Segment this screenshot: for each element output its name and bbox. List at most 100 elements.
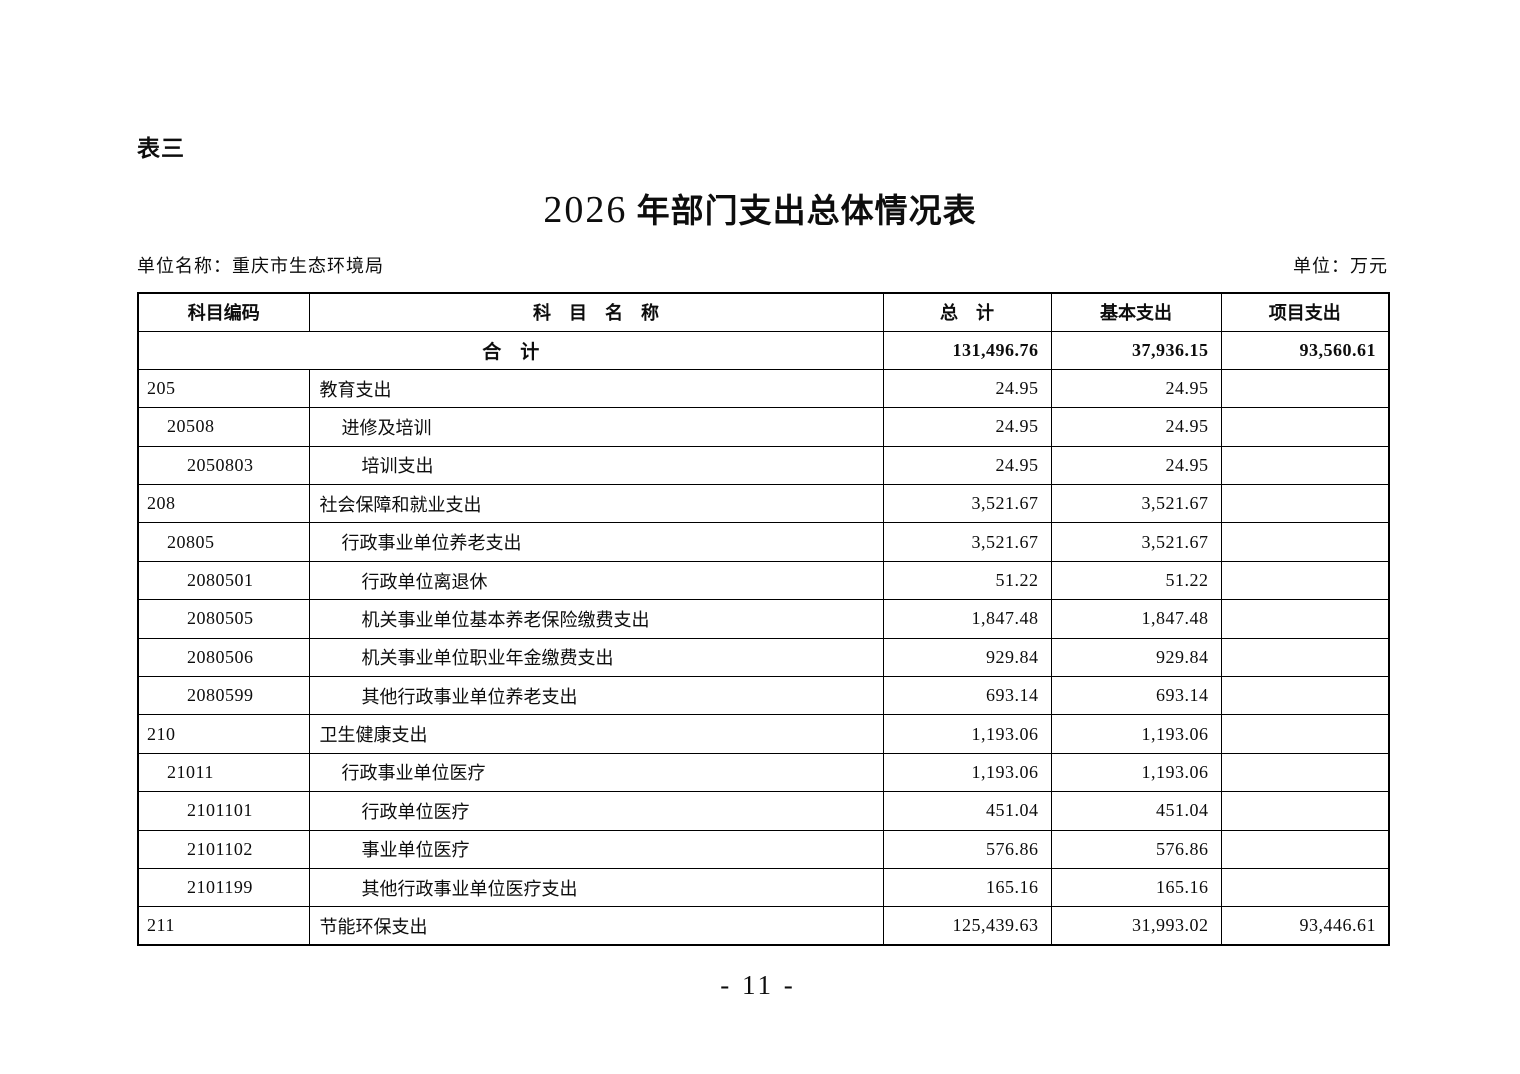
total-value-cell: 1,193.06 [882, 752, 1052, 793]
table-row: 21011 行政事业单位医疗 1,193.06 1,193.06 [137, 752, 1390, 793]
basic-value-cell: 3,521.67 [1050, 484, 1222, 524]
total-value-cell: 51.22 [882, 560, 1052, 601]
basic-value-cell: 451.04 [1050, 791, 1222, 831]
header-subject-code: 科目编码 [137, 292, 310, 332]
subject-code-cell: 2080501 [137, 560, 310, 601]
project-value-cell [1220, 522, 1390, 562]
project-value-cell [1220, 445, 1390, 486]
table-row: 20805 行政事业单位养老支出 3,521.67 3,521.67 [137, 522, 1390, 562]
subject-code-cell: 20805 [137, 522, 310, 562]
total-value-cell: 1,193.06 [882, 714, 1052, 754]
basic-value-cell: 929.84 [1050, 637, 1222, 678]
subject-name-cell: 其他行政事业单位养老支出 [308, 676, 884, 716]
basic-value-cell: 1,193.06 [1050, 714, 1222, 754]
subject-name-cell: 行政单位医疗 [308, 791, 884, 831]
subject-name-cell: 其他行政事业单位医疗支出 [308, 867, 884, 908]
table-row: 20508 进修及培训 24.95 24.95 [137, 407, 1390, 447]
total-value-cell: 3,521.67 [882, 484, 1052, 524]
table-row: 2080599 其他行政事业单位养老支出 693.14 693.14 [137, 676, 1390, 716]
subject-name-cell: 行政事业单位养老支出 [308, 522, 884, 562]
table-row: 205 教育支出 24.95 24.95 [137, 368, 1390, 409]
table-row: 2101102 事业单位医疗 576.86 576.86 [137, 829, 1390, 869]
total-value-cell: 693.14 [882, 676, 1052, 716]
grand-total-value: 131,496.76 [882, 330, 1052, 370]
unit-of-measure-label: 单位：万元 [1293, 256, 1388, 276]
basic-value-cell: 24.95 [1050, 368, 1222, 409]
subject-code-cell: 2080599 [137, 676, 310, 716]
title-text: 年部门支出总体情况表 [627, 194, 977, 230]
basic-value-cell: 24.95 [1050, 407, 1222, 447]
subject-name-cell: 事业单位医疗 [308, 829, 884, 869]
table-row: 208 社会保障和就业支出 3,521.67 3,521.67 [137, 484, 1390, 524]
table-row: 210 卫生健康支出 1,193.06 1,193.06 [137, 714, 1390, 754]
table-row: 2101101 行政单位医疗 451.04 451.04 [137, 791, 1390, 831]
table-row: 2101199 其他行政事业单位医疗支出 165.16 165.16 [137, 867, 1390, 908]
total-value-cell: 576.86 [882, 829, 1052, 869]
total-value-cell: 3,521.67 [882, 522, 1052, 562]
total-value-cell: 125,439.63 [882, 906, 1052, 946]
table-header-row: 科目编码 科 目 名 称 总 计 基本支出 项目支出 [137, 292, 1390, 332]
project-value-cell [1220, 829, 1390, 869]
subject-code-cell: 208 [137, 484, 310, 524]
subject-name-cell: 进修及培训 [308, 407, 884, 447]
project-value-cell [1220, 867, 1390, 908]
subject-code-cell: 2101199 [137, 867, 310, 908]
header-basic: 基本支出 [1050, 292, 1222, 332]
subject-code-cell: 2080505 [137, 599, 310, 639]
basic-value-cell: 24.95 [1050, 445, 1222, 486]
subject-name-cell: 行政单位离退休 [308, 560, 884, 601]
grand-total-label: 合 计 [137, 330, 884, 370]
subject-code-cell: 205 [137, 368, 310, 409]
project-value-cell [1220, 791, 1390, 831]
basic-value-cell: 51.22 [1050, 560, 1222, 601]
basic-value-cell: 31,993.02 [1050, 906, 1222, 946]
expenditure-table: 科目编码 科 目 名 称 总 计 基本支出 项目支出 合 计 131,496.7… [137, 292, 1390, 947]
subject-code-cell: 21011 [137, 752, 310, 793]
subject-code-cell: 2101101 [137, 791, 310, 831]
grand-project-value: 93,560.61 [1220, 330, 1390, 370]
basic-value-cell: 3,521.67 [1050, 522, 1222, 562]
grand-total-row: 合 计 131,496.76 37,936.15 93,560.61 [137, 330, 1390, 370]
subject-name-cell: 社会保障和就业支出 [308, 484, 884, 524]
total-value-cell: 24.95 [882, 445, 1052, 486]
project-value-cell: 93,446.61 [1220, 906, 1390, 946]
basic-value-cell: 165.16 [1050, 867, 1222, 908]
table-row: 2050803 培训支出 24.95 24.95 [137, 445, 1390, 486]
subject-name-cell: 行政事业单位医疗 [308, 752, 884, 793]
project-value-cell [1220, 407, 1390, 447]
subject-name-cell: 节能环保支出 [308, 906, 884, 946]
header-subject-name: 科 目 名 称 [308, 292, 884, 332]
document-title: 2026 年部门支出总体情况表 [0, 184, 1520, 232]
project-value-cell [1220, 752, 1390, 793]
total-value-cell: 24.95 [882, 407, 1052, 447]
unit-name-label: 单位名称：重庆市生态环境局 [137, 256, 384, 276]
total-value-cell: 451.04 [882, 791, 1052, 831]
subject-code-cell: 211 [137, 906, 310, 946]
table-row: 2080506 机关事业单位职业年金缴费支出 929.84 929.84 [137, 637, 1390, 678]
subject-code-cell: 2050803 [137, 445, 310, 486]
total-value-cell: 929.84 [882, 637, 1052, 678]
header-project: 项目支出 [1220, 292, 1390, 332]
table-row: 2080501 行政单位离退休 51.22 51.22 [137, 560, 1390, 601]
subject-code-cell: 20508 [137, 407, 310, 447]
subject-code-cell: 210 [137, 714, 310, 754]
subject-code-cell: 2101102 [137, 829, 310, 869]
basic-value-cell: 576.86 [1050, 829, 1222, 869]
subject-name-cell: 卫生健康支出 [308, 714, 884, 754]
table-number-label: 表三 [137, 135, 185, 161]
title-year: 2026 [543, 189, 628, 231]
project-value-cell [1220, 599, 1390, 639]
basic-value-cell: 693.14 [1050, 676, 1222, 716]
meta-row: 单位名称：重庆市生态环境局 单位：万元 [137, 252, 1388, 278]
subject-name-cell: 培训支出 [308, 445, 884, 486]
project-value-cell [1220, 714, 1390, 754]
total-value-cell: 1,847.48 [882, 599, 1052, 639]
subject-name-cell: 机关事业单位职业年金缴费支出 [308, 637, 884, 678]
subject-name-cell: 教育支出 [308, 368, 884, 409]
grand-basic-value: 37,936.15 [1050, 330, 1222, 370]
project-value-cell [1220, 676, 1390, 716]
table-row: 211 节能环保支出 125,439.63 31,993.02 93,446.6… [137, 906, 1390, 946]
project-value-cell [1220, 368, 1390, 409]
basic-value-cell: 1,847.48 [1050, 599, 1222, 639]
subject-name-cell: 机关事业单位基本养老保险缴费支出 [308, 599, 884, 639]
